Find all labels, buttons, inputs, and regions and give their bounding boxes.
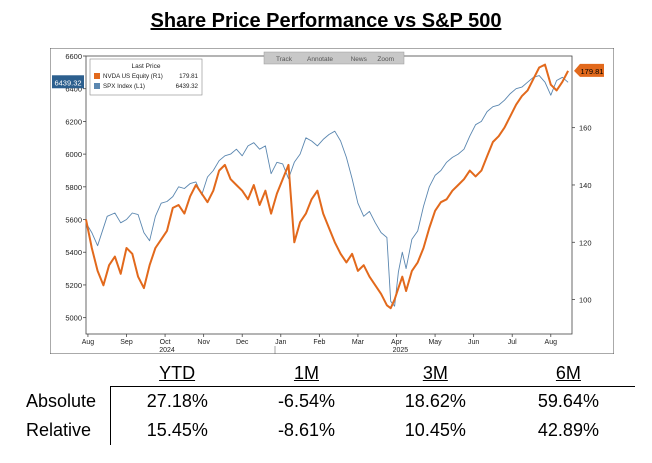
left-tick-label: 6000 <box>65 150 82 159</box>
table-corner <box>20 360 110 387</box>
left-last-value-label: 6439.32 <box>54 78 81 87</box>
x-tick-label: Aug <box>82 339 95 346</box>
chart-toolbar <box>263 51 405 65</box>
left-tick-label: 5800 <box>65 183 82 192</box>
right-tick-label: 120 <box>579 238 592 247</box>
table-header-row: YTD 1M 3M 6M <box>20 360 635 387</box>
x-tick-label: Dec <box>236 339 249 346</box>
right-tick-label: 100 <box>579 296 592 305</box>
left-tick-label: 5400 <box>65 248 82 257</box>
cell-absolute-ytd: 27.18% <box>109 386 245 416</box>
right-last-value-label: 179.81 <box>581 67 604 76</box>
cell-absolute-3m: 18.62% <box>404 391 466 411</box>
x-tick-label: Feb <box>313 339 325 346</box>
chart-title-text: Share Price Performance vs S&P 500 <box>150 10 502 32</box>
x-tick-label: May <box>428 339 442 346</box>
legend-swatch-0 <box>94 73 100 79</box>
legend-swatch-1 <box>94 83 100 89</box>
left-tick-label: 5200 <box>65 281 82 290</box>
zoom-button[interactable]: Zoom <box>377 56 394 63</box>
year-label-2024: 2024 <box>159 347 175 354</box>
cell-relative-ytd: 15.45% <box>109 416 245 445</box>
x-tick-label: Apr <box>391 339 403 346</box>
price-chart: 6600 6400 6200 6000 5800 5600 5400 5200 5000 160 1… <box>49 47 615 355</box>
x-tick-label: Jun <box>468 339 479 346</box>
cell-absolute-6m: 59.64% <box>537 391 599 411</box>
col-header-3m: 3M <box>368 360 502 387</box>
col-header-6m: 6M <box>501 360 635 387</box>
chart-title: Share Price Performance vs S&P 500 <box>0 10 652 33</box>
series-line-nvda <box>85 63 569 310</box>
cell-relative-3m: 10.45% <box>404 420 466 440</box>
cell-relative-6m: 42.89% <box>537 420 599 440</box>
left-tick-label: 5600 <box>65 216 82 225</box>
year-label-2025: 2025 <box>393 347 409 354</box>
plot-area <box>85 55 573 335</box>
right-tick-label: 140 <box>579 181 592 190</box>
table-row-relative: Relative 15.45% -8.61% 10.45% 42.89% <box>20 416 635 445</box>
left-tick-label: 5000 <box>65 314 82 323</box>
x-tick-label: Oct <box>160 339 171 346</box>
cell-absolute-1m: -6.54% <box>277 391 335 411</box>
left-last-value-tag <box>52 75 84 89</box>
table-row-absolute: Absolute 27.18% -6.54% 18.62% 59.64% <box>20 386 635 416</box>
news-button[interactable]: News <box>351 56 368 63</box>
series-line-spx <box>85 75 569 307</box>
cell-relative-1m: -8.61% <box>277 420 335 440</box>
row-label-relative: Relative <box>26 420 92 440</box>
legend-title: Last Price <box>132 63 161 70</box>
x-tick-label: Jul <box>508 339 517 346</box>
x-tick-label: Mar <box>352 339 365 346</box>
track-button[interactable]: Track <box>276 56 293 63</box>
left-tick-label: 6400 <box>65 85 82 94</box>
legend-label-1: SPX Index (L1) <box>103 83 145 90</box>
right-tick-label: 160 <box>579 124 592 133</box>
chart-panel: 6600 6400 6200 6000 5800 5600 5400 5200 5000 160 1… <box>49 47 615 355</box>
x-tick-label: Sep <box>120 339 133 346</box>
x-tick-label: Nov <box>197 339 210 346</box>
left-tick-label: 6200 <box>65 117 82 126</box>
legend-value-0: 179.81 <box>179 73 198 80</box>
x-tick-label: Aug <box>545 339 558 346</box>
x-tick-label: Jan <box>275 339 286 346</box>
col-header-1m: 1M <box>244 360 369 387</box>
right-last-value-tag <box>574 63 604 77</box>
left-tick-label: 6600 <box>65 52 82 61</box>
annotate-button[interactable]: Annotate <box>307 56 333 63</box>
legend-box <box>89 58 203 96</box>
legend-value-1: 6439.32 <box>176 83 199 90</box>
performance-table: YTD 1M 3M 6M Absolute 27.18% -6.54% 18.6… <box>20 360 635 445</box>
legend-label-0: NVDA US Equity (R1) <box>103 73 163 80</box>
row-label-absolute: Absolute <box>26 390 97 411</box>
col-header-ytd: YTD <box>110 360 245 387</box>
